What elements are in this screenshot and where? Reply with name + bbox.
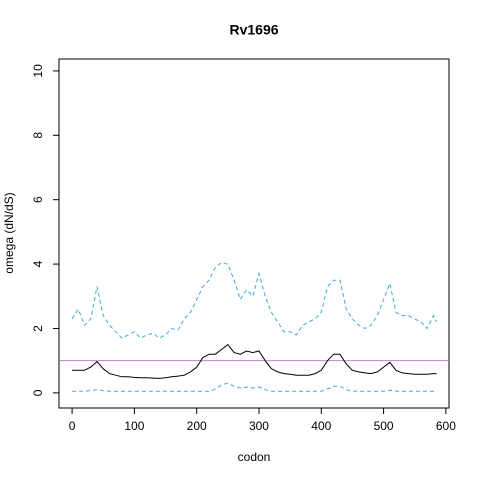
y-axis-label: omega (dN/dS) [2,192,16,273]
chart-title: Rv1696 [229,22,278,38]
x-tick-label: 500 [374,419,394,433]
x-tick-label: 600 [436,419,456,433]
y-tick-label: 10 [31,64,45,78]
x-axis-label: codon [238,450,271,464]
y-tick-label: 6 [31,196,45,203]
x-tick-label: 100 [124,419,144,433]
series-line [72,382,437,392]
x-tick-label: 400 [311,419,331,433]
y-tick-label: 0 [31,389,45,396]
x-tick-label: 300 [249,419,269,433]
series-line [72,343,437,379]
y-tick-label: 8 [31,132,45,139]
x-tick-label: 200 [187,419,207,433]
series-line [71,261,437,339]
plot-frame [58,58,450,409]
x-tick-label: 0 [69,419,76,433]
y-tick-label: 4 [31,260,45,267]
y-tick-label: 2 [31,325,45,332]
